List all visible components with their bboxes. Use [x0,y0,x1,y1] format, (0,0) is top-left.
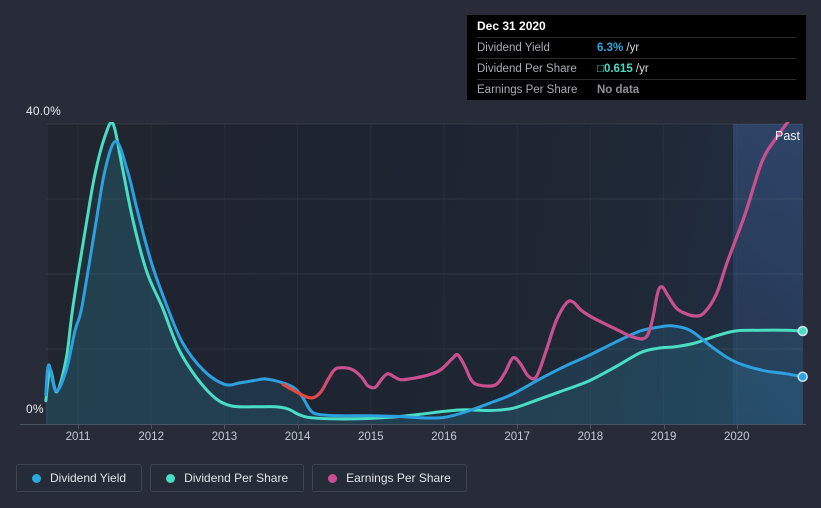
tooltip-label: Dividend Yield [477,42,550,54]
dividend-per-share-dot-icon [166,473,176,483]
tooltip-value-number: □0.615 [597,63,633,75]
chart-legend: Dividend Yield Dividend Per Share Earnin… [16,464,467,492]
dividend-per-share-line [44,122,805,421]
tooltip-value-suffix: /yr [632,63,649,75]
chart-tooltip: Dec 31 2020 Dividend Yield 6.3% /yr Divi… [467,15,806,100]
tooltip-label: Dividend Per Share [477,63,577,75]
legend-label: Earnings Per Share [346,471,451,485]
dividend-per-share-end-marker[interactable] [797,325,808,337]
dividend-yield-area [45,141,804,424]
dividend-yield-end-marker[interactable] [797,371,808,382]
dividend-yield-dot-icon [32,473,41,483]
earnings-per-share-dot-icon [328,473,338,483]
tooltip-row-earnings-per-share: Earnings Per Share No data [477,79,796,100]
tooltip-value: 6.3% /yr [597,38,639,58]
tooltip-value-number: 6.3% [597,42,624,54]
tooltip-value-suffix: /yr [623,42,640,54]
dividend-per-share-area [45,122,804,425]
legend-item-earnings-per-share[interactable]: Earnings Per Share [312,464,467,492]
tooltip-value: □0.615 /yr [597,59,649,79]
tooltip-value-number: No data [597,84,640,96]
tooltip-value: No data [597,80,639,100]
y-axis-max-label: 40.0% [26,104,62,118]
tooltip-row-dividend-per-share: Dividend Per Share □0.615 /yr [477,58,796,79]
legend-item-dividend-yield[interactable]: Dividend Yield [16,464,143,492]
legend-label: Dividend Yield [50,471,127,485]
dividend-yield-line [44,139,805,420]
y-axis-zero-label: 0% [26,402,44,416]
tooltip-label: Earnings Per Share [477,84,578,96]
tooltip-row-dividend-yield: Dividend Yield 6.3% /yr [477,37,796,58]
past-region-label: Past [774,129,800,143]
legend-label: Dividend Per Share [184,471,289,485]
plot-area-background [48,124,803,424]
legend-item-dividend-per-share[interactable]: Dividend Per Share [150,464,305,492]
earnings-per-share-line [281,122,790,400]
tooltip-date: Dec 31 2020 [477,19,546,33]
